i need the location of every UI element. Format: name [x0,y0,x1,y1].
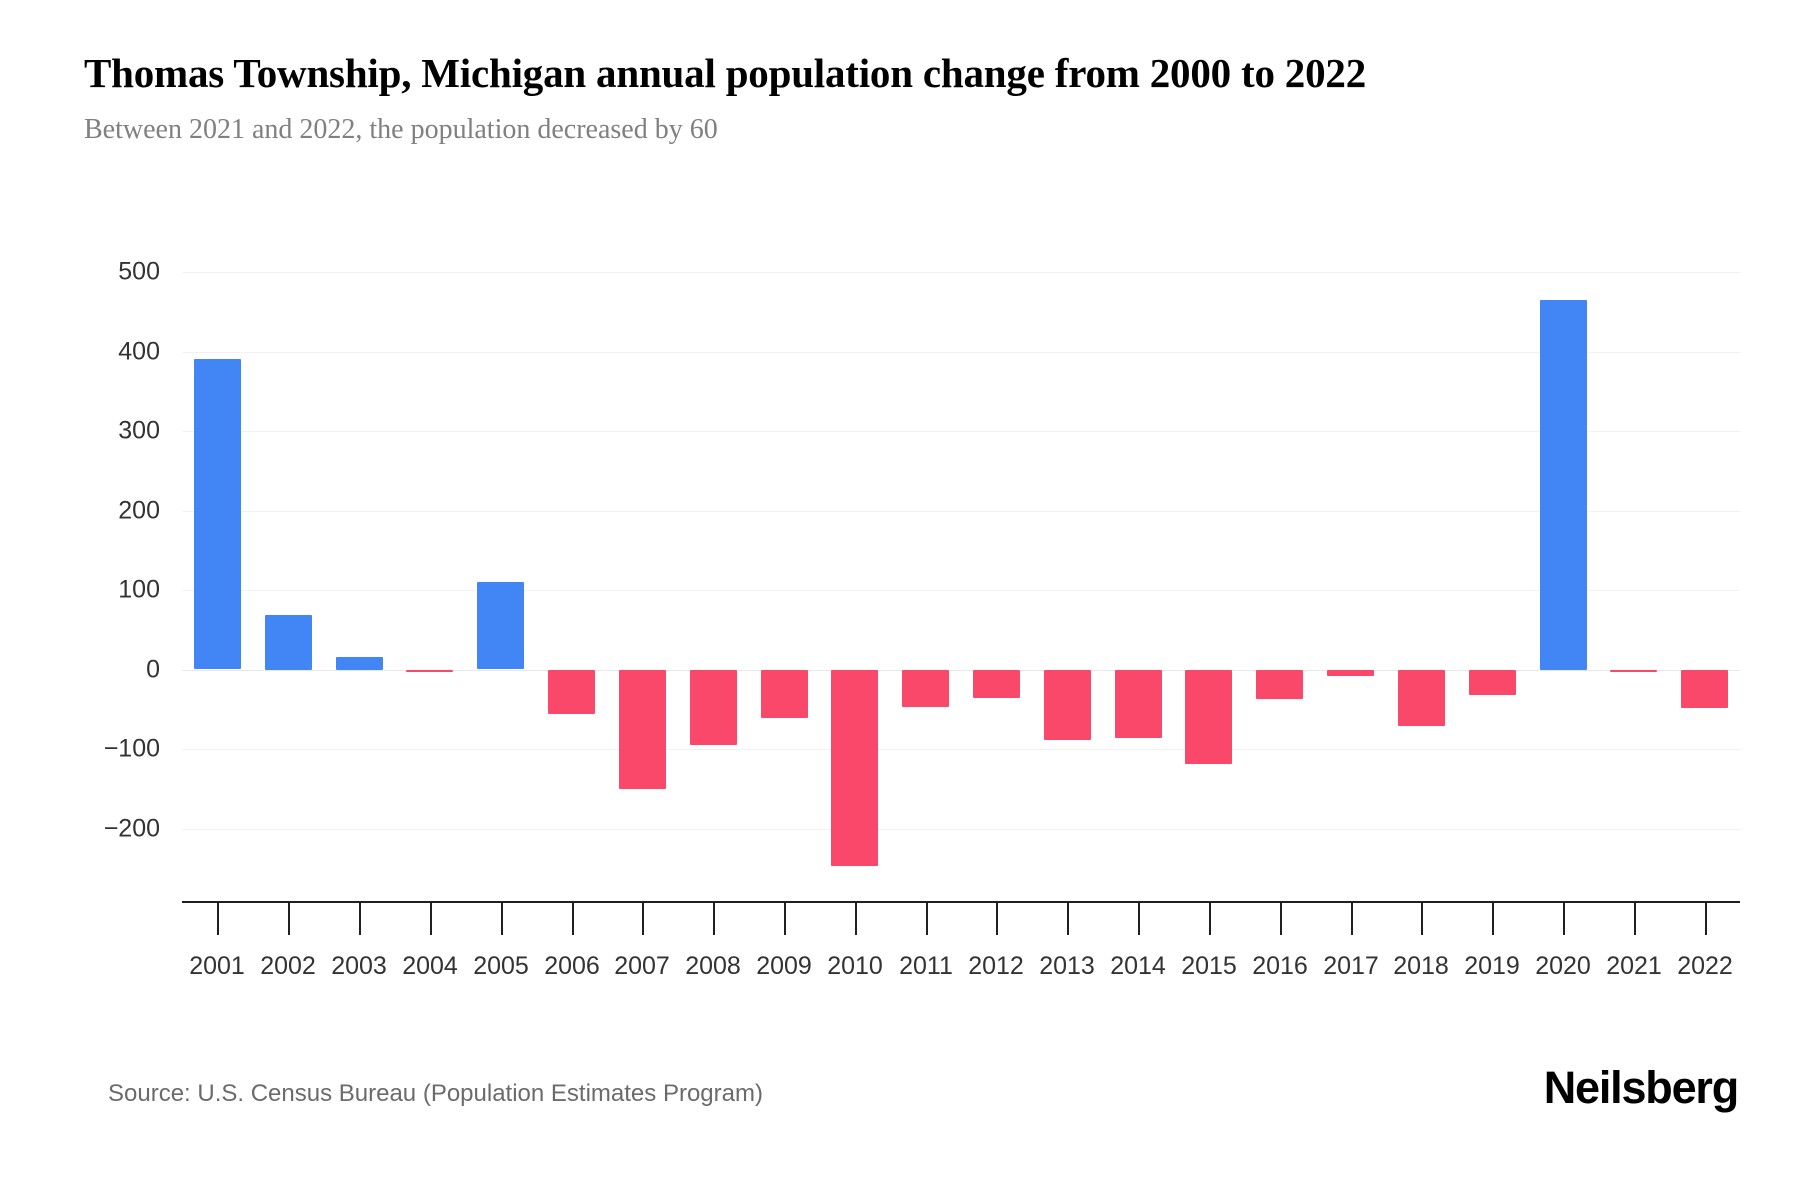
bar-2007[interactable] [619,670,666,789]
gridline [182,431,1740,432]
x-axis-tick [642,903,644,935]
x-axis-tick [1705,903,1707,935]
x-axis-tick [572,903,574,935]
x-axis-tick-label-2013: 2013 [1039,952,1095,980]
gridline [182,352,1740,353]
bar-2011[interactable] [902,670,949,707]
bar-2016[interactable] [1256,670,1303,699]
y-axis-tick-label: 400 [118,337,160,366]
x-axis-tick-label-2021: 2021 [1606,952,1662,980]
bar-2017[interactable] [1327,670,1374,676]
bar-2012[interactable] [973,670,1020,698]
gridline [182,590,1740,591]
bar-2014[interactable] [1115,670,1162,738]
x-axis-tick-label-2014: 2014 [1110,952,1166,980]
x-axis-tick-label-2009: 2009 [756,952,812,980]
source-note: Source: U.S. Census Bureau (Population E… [108,1080,763,1107]
bar-2010[interactable] [831,670,878,866]
page-title: Thomas Township, Michigan annual populat… [84,50,1367,96]
x-axis-tick [1209,903,1211,935]
x-axis-tick [501,903,503,935]
bar-2019[interactable] [1469,670,1516,695]
x-axis-tick-label-2012: 2012 [968,952,1024,980]
bar-2008[interactable] [690,670,737,745]
y-axis-tick-label: 200 [118,496,160,525]
bar-2020[interactable] [1540,300,1587,670]
x-axis-tick-label-2004: 2004 [402,952,458,980]
x-axis-tick-label-2015: 2015 [1181,952,1237,980]
x-axis-tick [430,903,432,935]
x-axis-tick-label-2017: 2017 [1323,952,1379,980]
x-axis-tick-label-2002: 2002 [260,952,316,980]
bar-2022[interactable] [1681,670,1728,708]
bar-2013[interactable] [1044,670,1091,740]
x-axis-tick [217,903,219,935]
x-axis-tick [855,903,857,935]
x-axis-tick [926,903,928,935]
chart-subtitle: Between 2021 and 2022, the population de… [84,114,718,146]
y-axis-tick-label: 0 [146,655,160,684]
x-axis-tick-label-2016: 2016 [1252,952,1308,980]
x-axis-tick [996,903,998,935]
x-axis-tick [1351,903,1353,935]
zero-gridline [182,670,1740,671]
y-axis-tick-label: 100 [118,575,160,604]
x-axis-tick-label-2001: 2001 [189,952,245,980]
gridline [182,511,1740,512]
y-axis-tick-label: −100 [103,734,160,763]
x-axis-tick [784,903,786,935]
bar-2021[interactable] [1610,670,1657,672]
bar-2004[interactable] [406,670,453,672]
x-axis-tick-label-2019: 2019 [1464,952,1520,980]
x-axis-tick [1492,903,1494,935]
y-axis-tick-label: 300 [118,416,160,445]
bar-2002[interactable] [265,615,312,670]
gridline [182,272,1740,273]
gridline [182,749,1740,750]
x-axis-tick-label-2005: 2005 [473,952,529,980]
x-axis-tick-label-2003: 2003 [331,952,387,980]
bar-2015[interactable] [1185,670,1232,764]
x-axis-tick-label-2006: 2006 [544,952,600,980]
bar-2005[interactable] [477,582,524,669]
x-axis-line [182,901,1740,903]
bar-2006[interactable] [548,670,595,714]
x-axis-tick [1138,903,1140,935]
y-axis-tick-label: 500 [118,257,160,286]
bar-2003[interactable] [336,657,383,670]
y-axis-tick-label: −200 [103,814,160,843]
x-axis-tick-label-2008: 2008 [685,952,741,980]
x-axis-tick [1634,903,1636,935]
x-axis-tick-label-2020: 2020 [1535,952,1591,980]
x-axis-tick [1067,903,1069,935]
bar-2018[interactable] [1398,670,1445,726]
x-axis-tick-label-2010: 2010 [827,952,883,980]
x-axis-tick [1421,903,1423,935]
x-axis-tick [713,903,715,935]
x-axis-tick-label-2007: 2007 [614,952,670,980]
x-axis-tick [359,903,361,935]
x-axis-tick-label-2022: 2022 [1677,952,1733,980]
x-axis-tick-label-2018: 2018 [1393,952,1449,980]
bar-2009[interactable] [761,670,808,718]
bar-2001[interactable] [194,359,241,669]
brand-logo: Neilsberg [1543,1062,1739,1113]
x-axis-tick [288,903,290,935]
x-axis-tick-label-2011: 2011 [899,952,953,980]
gridline [182,829,1740,830]
x-axis-tick [1280,903,1282,935]
chart-header: Thomas Township, Michigan annual populat… [84,50,1740,147]
x-axis-tick [1563,903,1565,935]
